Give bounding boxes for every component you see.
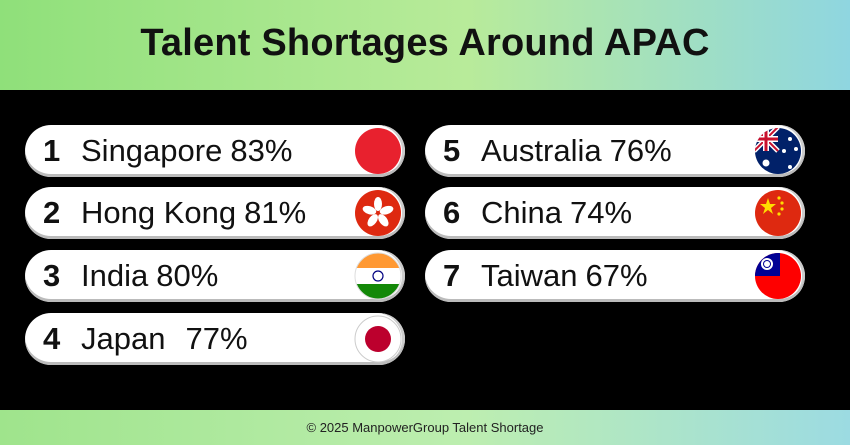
rank: 4 [43, 321, 61, 356]
flag [354, 315, 402, 363]
percent: 83% [230, 133, 293, 168]
flag [755, 190, 801, 236]
list-item: 3 India 80% [25, 250, 405, 302]
percent: 76% [609, 133, 672, 168]
rank: 5 [443, 133, 461, 168]
flag [354, 252, 402, 300]
country: Taiwan [481, 258, 578, 293]
flag [755, 253, 801, 299]
list-item: 4 Japan 77% [25, 313, 405, 365]
percent: 77% [185, 321, 248, 356]
rank: 1 [43, 133, 61, 168]
rank: 6 [443, 195, 461, 230]
rank: 3 [43, 258, 61, 293]
title: Talent Shortages Around APAC [140, 22, 710, 64]
percent: 81% [244, 195, 307, 230]
percent: 80% [156, 258, 219, 293]
percent: 67% [585, 258, 648, 293]
country: Australia [481, 133, 602, 168]
country: Japan [81, 321, 166, 356]
percent: 74% [570, 195, 633, 230]
list-panel: 1 Singapore 83% 2 Hong Kong 81% 3 India … [0, 90, 850, 410]
flag [355, 128, 401, 174]
country: Hong Kong [81, 195, 237, 230]
flag [355, 190, 401, 236]
footer: © 2025 ManpowerGroup Talent Shortage [0, 410, 850, 445]
country: Singapore [81, 133, 223, 168]
list-item: 2 Hong Kong 81% [25, 187, 405, 239]
rank: 2 [43, 195, 61, 230]
list-item: 1 Singapore 83% [25, 125, 405, 177]
list-item: 5 Australia 76% [425, 125, 805, 177]
country: India [81, 258, 149, 293]
list-item: 6 China 74% [425, 187, 805, 239]
list-item: 7 Taiwan 67% [425, 250, 805, 302]
rank: 7 [443, 258, 461, 293]
country: China [481, 195, 562, 230]
flag [755, 128, 801, 174]
